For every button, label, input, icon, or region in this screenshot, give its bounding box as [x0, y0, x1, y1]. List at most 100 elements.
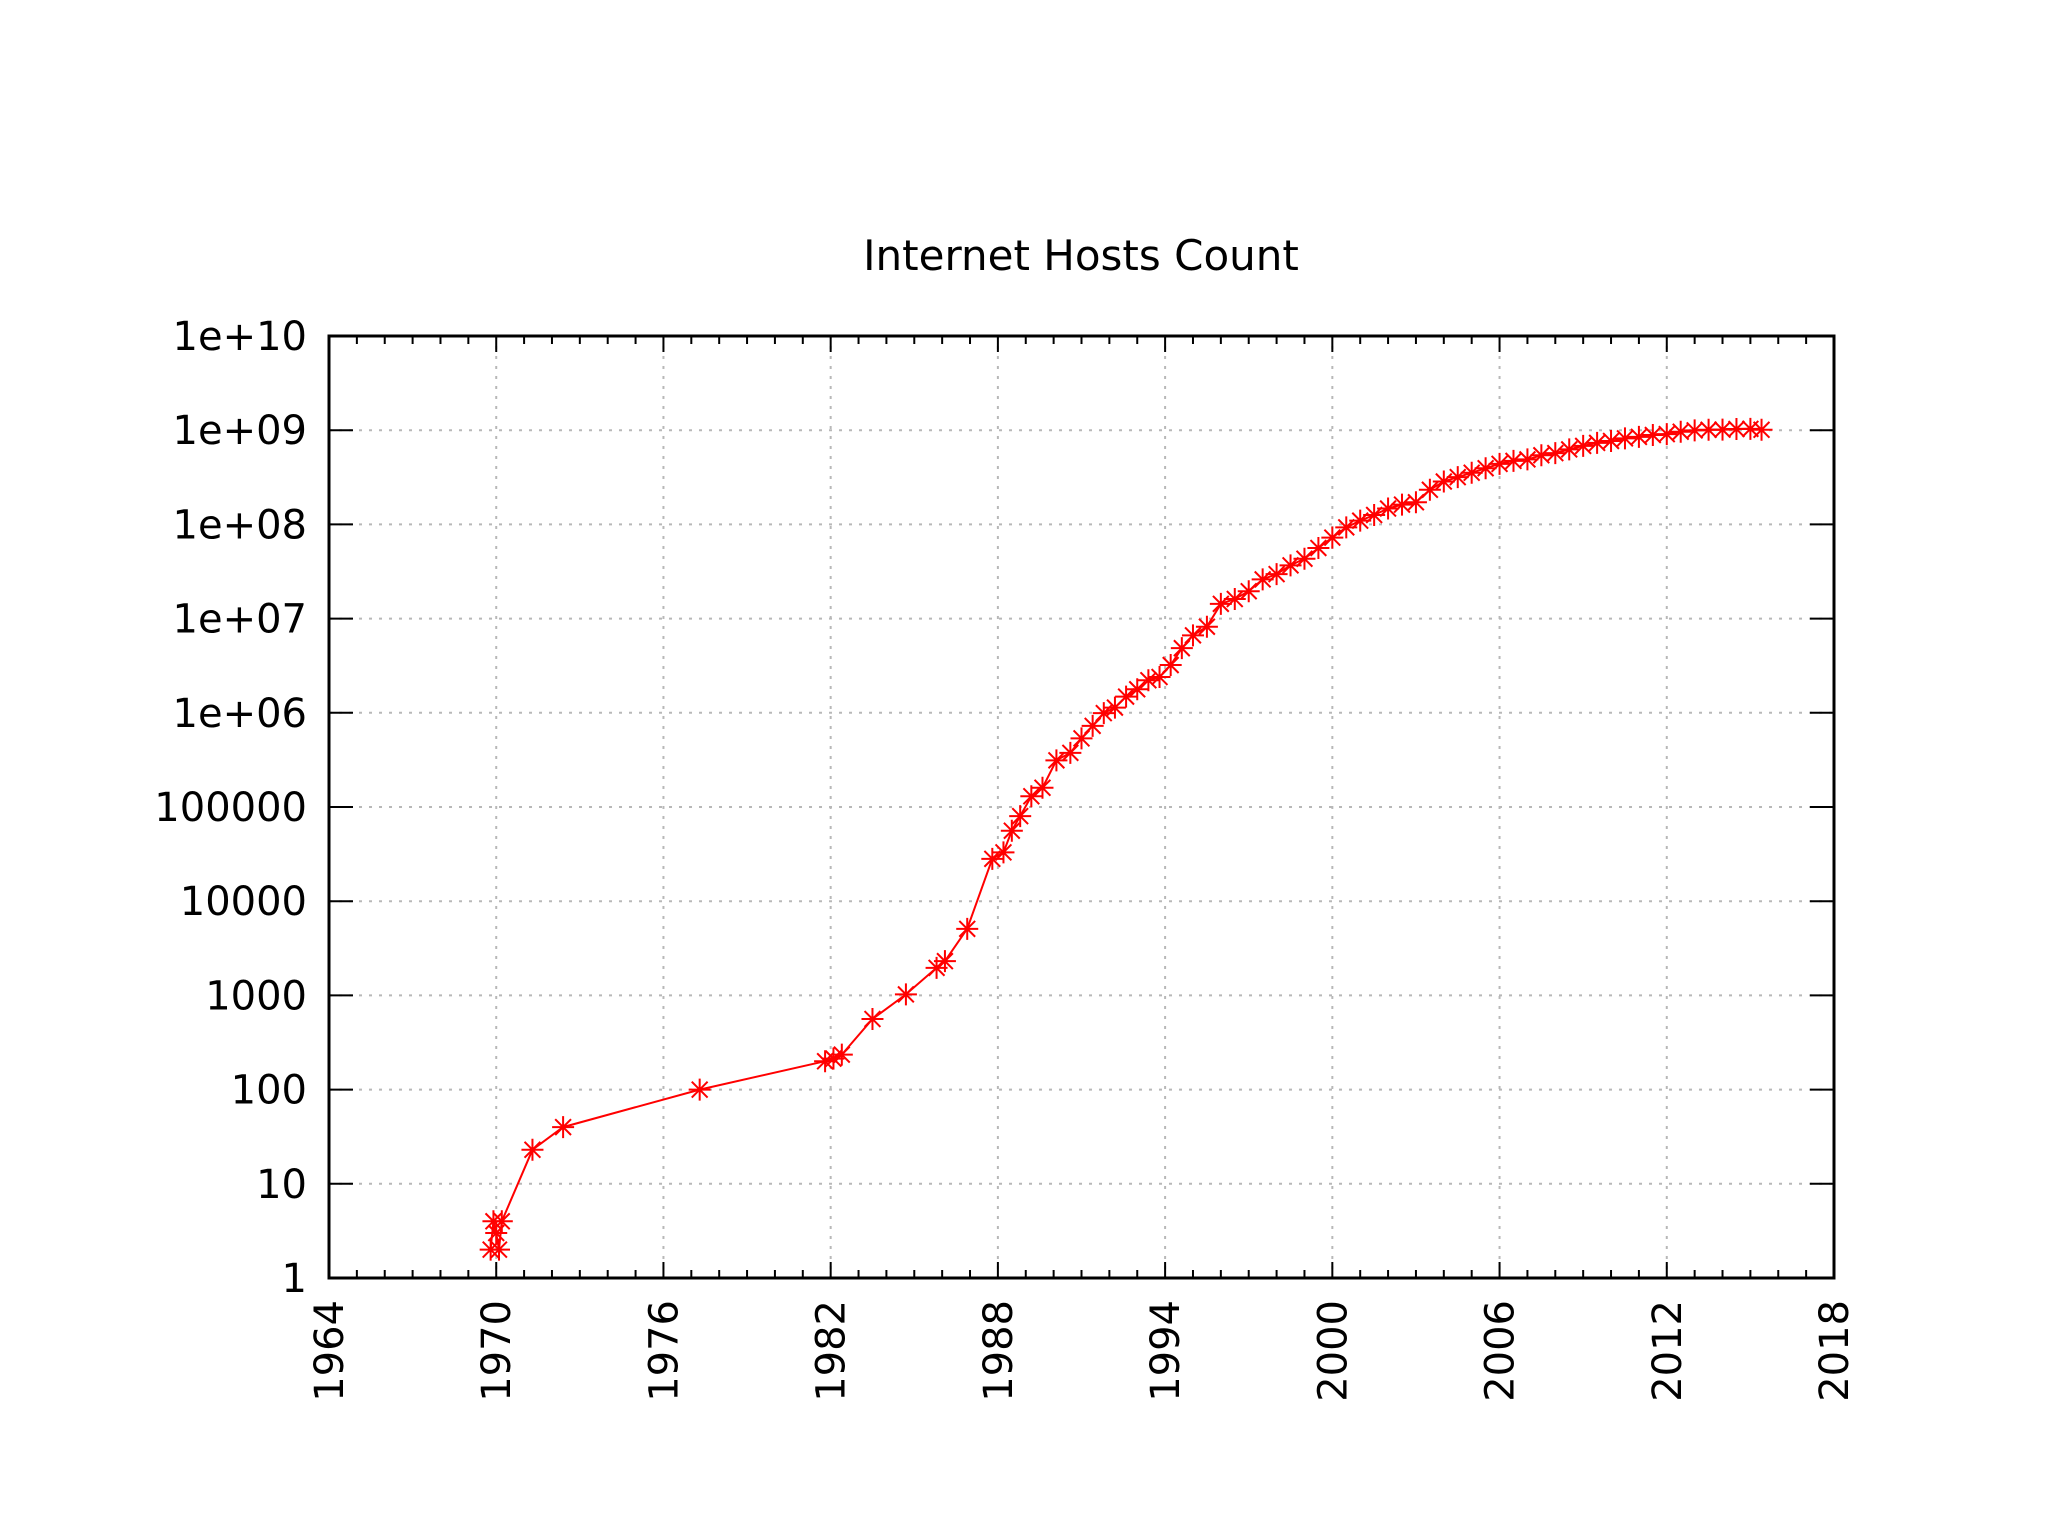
data-point-marker: [1600, 429, 1623, 452]
data-point-marker: [1530, 444, 1553, 467]
data-point-marker: [1655, 423, 1678, 446]
data-point-marker: [1711, 418, 1734, 441]
data-point-marker: [1697, 418, 1720, 441]
y-tick-label: 100: [231, 1068, 307, 1114]
y-tick-labels: 1 10 100 1000 10000 100000 1e+06 1e+07 1e+08 1e+0…: [154, 314, 307, 1302]
data-point-marker: [1432, 470, 1455, 493]
data-point-marker: [1059, 741, 1082, 764]
x-tick-label: 2000: [1310, 1300, 1356, 1402]
data-point-marker: [1103, 696, 1126, 719]
data-point-marker: [1126, 678, 1149, 701]
data-point-marker: [1195, 615, 1218, 638]
data-point-marker: [1335, 516, 1358, 539]
data-point-marker: [1669, 420, 1692, 443]
data-point-marker: [1446, 466, 1469, 489]
data-point-marker: [1181, 624, 1204, 647]
data-point-marker: [814, 1050, 837, 1073]
data-point-marker: [1009, 805, 1032, 828]
data-point-marker: [830, 1043, 853, 1066]
data-point-marker: [1170, 637, 1193, 660]
data-point-marker: [1544, 442, 1567, 465]
data-point-marker: [1209, 592, 1232, 615]
data-point-marker: [1488, 452, 1511, 475]
data-point-marker: [1081, 714, 1104, 737]
data-point-marker: [1502, 449, 1525, 472]
data-point-marker: [1349, 509, 1372, 532]
data-point-marker: [488, 1238, 511, 1261]
data-point-marker: [1586, 431, 1609, 454]
grid-lines: [329, 336, 1834, 1278]
data-point-marker: [1516, 448, 1539, 471]
data-point-marker: [1725, 418, 1748, 441]
data-point-marker: [1558, 438, 1581, 461]
data-point-marker: [1070, 727, 1093, 750]
y-tick-label: 10: [256, 1162, 307, 1208]
x-tick-label: 1988: [976, 1300, 1022, 1402]
y-tick-label: 1e+08: [173, 502, 307, 548]
data-point-marker: [1031, 776, 1054, 799]
data-point-marker: [933, 950, 956, 973]
data-point-marker: [1627, 425, 1650, 448]
data-point-marker: [552, 1116, 575, 1139]
data-point-marker: [1159, 654, 1182, 677]
data-point-marker: [1237, 580, 1260, 603]
data-point-marker: [1377, 497, 1400, 520]
x-tick-label: 2006: [1478, 1300, 1524, 1402]
data-point-marker: [688, 1078, 711, 1101]
data-point-marker: [1279, 554, 1302, 577]
data-point-marker: [1572, 434, 1595, 457]
y-tick-label: 1: [282, 1256, 307, 1302]
data-point-marker: [1460, 461, 1483, 484]
data-point-marker: [925, 956, 948, 979]
data-point-marker: [1750, 418, 1773, 441]
data-point-marker: [1148, 665, 1171, 688]
data-point-marker: [521, 1138, 544, 1161]
data-point-marker: [1000, 819, 1023, 842]
data-point-marker: [1391, 493, 1414, 516]
y-tick-label: 1e+07: [173, 597, 307, 643]
data-point-marker: [1363, 503, 1386, 526]
x-tick-label: 1964: [307, 1300, 353, 1402]
y-tick-label: 1e+06: [173, 691, 307, 737]
data-point-marker: [861, 1007, 884, 1030]
data-point-marker: [1020, 785, 1043, 808]
y-tick-label: 10000: [180, 879, 307, 925]
x-tick-label: 1982: [809, 1300, 855, 1402]
data-point-marker: [1418, 478, 1441, 501]
data-point-marker: [1683, 419, 1706, 442]
data-point-marker: [1321, 526, 1344, 549]
x-tick-label: 1976: [641, 1300, 687, 1402]
data-point-marker: [1474, 457, 1497, 480]
data-point-marker: [1293, 547, 1316, 570]
data-point-marker: [1045, 749, 1068, 772]
data-point-marker: [1223, 588, 1246, 610]
x-tick-label: 2018: [1812, 1300, 1858, 1402]
plot-frame: [327, 334, 1836, 1280]
data-point-marker: [1115, 685, 1138, 708]
chart-title: Internet Hosts Count: [863, 231, 1299, 280]
y-tick-label: 1e+10: [173, 314, 307, 360]
data-point-marker: [1307, 536, 1330, 559]
data-point-marker: [992, 841, 1015, 864]
x-tick-labels: 1964 1970 1976 1982 1988 1994 2000 2006 2012 2018: [307, 1300, 1858, 1402]
data-point-marker: [1613, 427, 1636, 450]
data-point-marker: [894, 983, 917, 1006]
y-tick-label: 1e+09: [173, 408, 307, 454]
data-point-marker: [1739, 417, 1762, 440]
data-point-marker: [1404, 491, 1427, 514]
data-point-marker: [1137, 669, 1160, 692]
x-tick-label: 1994: [1143, 1300, 1189, 1402]
data-point-marker: [1092, 702, 1115, 725]
data-point-marker: [490, 1210, 513, 1233]
data-point-marker: [1265, 563, 1288, 586]
x-tick-label: 1970: [474, 1300, 520, 1402]
series-line: [489, 427, 1762, 1250]
data-point-marker: [981, 847, 1004, 870]
x-tick-label: 2012: [1645, 1300, 1691, 1402]
y-tick-label: 1000: [205, 973, 307, 1019]
data-point-marker: [485, 1222, 508, 1245]
data-point-marker: [1641, 424, 1664, 447]
y-tick-label: 100000: [154, 785, 307, 831]
